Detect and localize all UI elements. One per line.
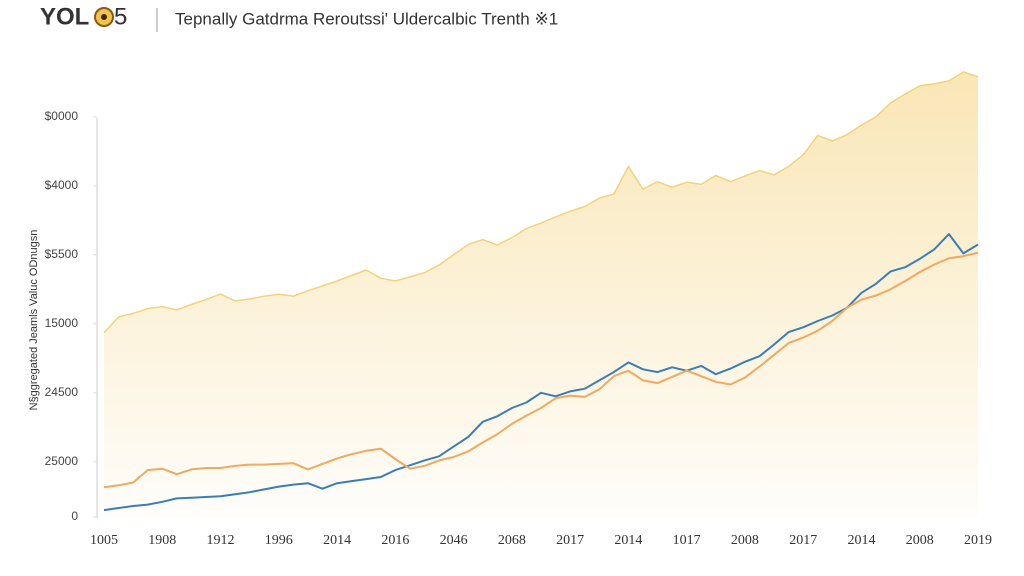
x-tick-label: 2017 [556, 533, 584, 548]
y-axis-title: N§ggregated Jeamls Valuc ODnugsn [28, 230, 40, 411]
chart-title: Tepnally Gatdrma Reroutssi' Uldercalbic … [175, 9, 558, 28]
y-tick-label: $0000 [45, 109, 79, 123]
x-tick-label: 1908 [148, 533, 176, 548]
x-tick-label: 2068 [498, 533, 526, 548]
x-tick-label: 2008 [731, 533, 759, 548]
y-tick-label: 0 [71, 509, 78, 523]
x-tick-label: 2046 [440, 533, 468, 548]
line [103, 233, 979, 512]
x-tick-label: 1996 [265, 533, 293, 548]
y-tick-label: 24500 [45, 385, 79, 399]
x-tick-label: 1005 [90, 533, 118, 548]
x-tick-label: 2014 [847, 533, 875, 548]
x-tick-label: 1017 [673, 533, 701, 548]
logo-icon [94, 7, 114, 27]
logo-text: 5 [114, 3, 127, 30]
area-edge [103, 71, 979, 334]
x-tick-label: 2016 [381, 533, 409, 548]
line [103, 251, 979, 489]
x-tick-label: 2014 [323, 533, 351, 548]
y-tick-label: $5500 [45, 247, 79, 261]
x-tick-label: 2014 [614, 533, 642, 548]
area-fill [104, 71, 978, 518]
y-tick-label: $4000 [45, 178, 79, 192]
y-tick-label: 15000 [45, 316, 79, 330]
x-tick-label: 2017 [789, 533, 817, 548]
logo-text: YOL [40, 3, 89, 30]
y-tick-label: 25000 [45, 454, 79, 468]
x-tick-label: 2008 [906, 533, 934, 548]
x-tick-label: 2019 [964, 533, 992, 548]
x-tick-label: 1912 [207, 533, 235, 548]
